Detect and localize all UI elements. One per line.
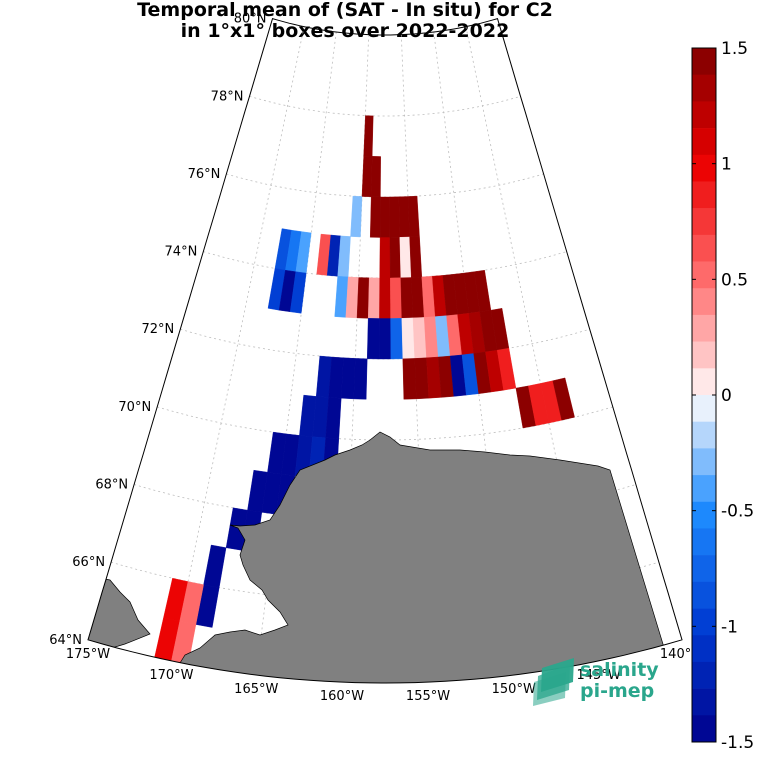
data-cell (409, 236, 423, 278)
parallel-line (203, 251, 567, 279)
data-cell (390, 277, 403, 319)
data-cell (379, 196, 391, 238)
data-cell (340, 357, 356, 400)
colorbar-segment (692, 341, 716, 369)
colorbar-segment (692, 261, 716, 289)
parallel-line (180, 328, 590, 360)
parallel-line (249, 95, 521, 117)
colorbar-tick-label: 1 (721, 155, 732, 175)
logo-line-2: pi-mep (580, 680, 654, 702)
map-frame (87, 17, 683, 684)
colorbar-segment (692, 208, 716, 236)
data-cell (552, 377, 575, 421)
data-cells (154, 115, 575, 665)
parallel-line (226, 173, 544, 198)
colorbar-segment (692, 48, 716, 75)
lon-label: 170°W (149, 668, 193, 683)
data-cell (496, 347, 517, 391)
data-cell (366, 318, 380, 360)
colorbar-segment (692, 74, 716, 102)
data-cell (390, 318, 404, 360)
colorbar-tick-label: 0 (721, 386, 732, 406)
colorbar-segment (692, 128, 716, 156)
title-line-1: Temporal mean of (SAT - In situ) for C2 (137, 0, 553, 21)
lat-label: 66°N (72, 555, 105, 570)
data-cell (401, 317, 415, 360)
lon-label: 160°W (320, 689, 364, 704)
colorbar-segment (692, 234, 716, 262)
colorbar-segment (692, 608, 716, 636)
colorbar-tick-label: -0.5 (721, 502, 754, 522)
colorbar-segment (692, 101, 716, 129)
data-cell (379, 277, 391, 319)
colorbar-segment (692, 314, 716, 342)
data-cell (379, 237, 391, 279)
lat-label: 64°N (49, 633, 82, 648)
colorbar-segment (692, 475, 716, 503)
lat-label: 68°N (95, 478, 128, 493)
colorbar-tick-label: -1 (721, 617, 738, 637)
data-cell (407, 195, 420, 238)
lat-label: 78°N (211, 89, 244, 104)
data-cell (378, 318, 392, 360)
data-cell (353, 358, 368, 400)
colorbar-segment (692, 635, 716, 663)
lat-label: 72°N (141, 322, 174, 337)
land-chukotka (88, 554, 151, 684)
data-cell (203, 544, 227, 588)
colorbar-tick-label: 0.5 (721, 270, 748, 290)
colorbar-segment (692, 181, 716, 209)
latitude-labels: 80°N 78°N 76°N 74°N 72°N 70°N 68°N 66°N 64°N (49, 12, 266, 648)
map-title: Temporal mean of (SAT - In situ) for C2 … (0, 0, 690, 42)
colorbar-segment (692, 501, 716, 529)
colorbar-segment (692, 154, 716, 182)
logo-line-1: salinity (580, 659, 659, 681)
colorbar: 1.5 1 0.5 0 -0.5 -1 -1.5 (691, 39, 754, 753)
colorbar-ticks: 1.5 1 0.5 0 -0.5 -1 -1.5 (692, 39, 754, 753)
colorbar-segment (692, 661, 716, 689)
lat-label: 70°N (118, 400, 151, 415)
colorbar-segments (692, 48, 716, 743)
colorbar-segment (692, 555, 716, 583)
colorbar-segment (692, 421, 716, 449)
colorbar-tick-label: -1.5 (721, 733, 754, 753)
data-cell (389, 237, 402, 279)
salinity-pi-mep-logo: salinity pi-mep (533, 658, 659, 706)
data-cell (356, 277, 370, 319)
colorbar-segment (692, 368, 716, 396)
colorbar-segment (692, 715, 716, 743)
data-cell (402, 358, 417, 400)
data-cell (361, 155, 373, 198)
lon-label: 175°W (66, 647, 110, 662)
colorbar-segment (692, 288, 716, 316)
title-line-2: in 1°x1° boxes over 2022-2022 (180, 20, 510, 42)
logo-mark (533, 658, 574, 706)
lat-label: 76°N (188, 167, 221, 182)
colorbar-segment (692, 448, 716, 476)
data-cell (363, 115, 374, 157)
data-cell (399, 236, 412, 279)
data-cell (350, 195, 363, 238)
colorbar-segment (692, 395, 716, 422)
data-cell (367, 277, 380, 319)
data-cell (400, 277, 414, 319)
data-cell (369, 196, 381, 238)
land-mask (88, 431, 681, 684)
data-cell (389, 196, 401, 238)
lat-label: 80°N (234, 12, 267, 27)
lon-label: 155°W (406, 689, 450, 704)
data-cell (398, 196, 410, 238)
colorbar-segment (692, 528, 716, 556)
lon-label: 150°W (492, 682, 536, 697)
data-cell (345, 276, 359, 319)
colorbar-tick-label: 1.5 (721, 39, 748, 59)
colorbar-segment (692, 688, 716, 716)
data-cell (370, 156, 381, 198)
data-cell (289, 271, 307, 314)
lon-label: 145°W (577, 668, 621, 683)
lat-label: 74°N (165, 245, 198, 260)
colorbar-segment (692, 581, 716, 609)
lon-label: 165°W (234, 682, 278, 697)
